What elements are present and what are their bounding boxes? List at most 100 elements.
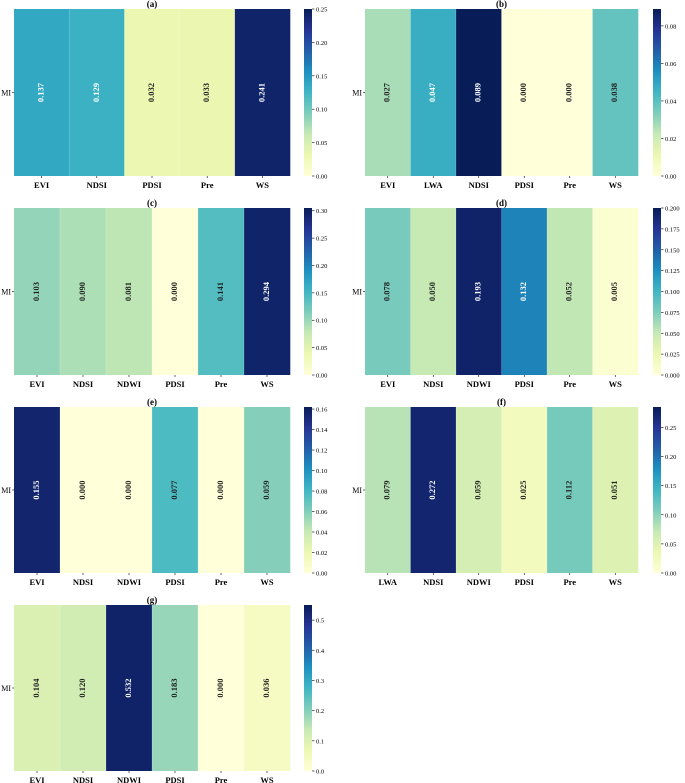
panel-a-x-tick-label: NDSI [87,180,108,190]
panel-d-x-tick-label: WS [609,379,623,389]
panel-a-value-label: 0.241 [256,83,266,102]
panel-d-colorbar-tick-label: 0.125 [665,268,680,275]
panel-g-value-label: 0.036 [261,678,271,697]
panel-a-value-label: 0.137 [36,82,46,102]
panel-c-cell-ndsi [60,208,107,375]
panel-f-x-tick-label: LWA [378,577,397,587]
panel-a-colorbar-tick-label: 0.20 [316,40,327,47]
panel-f-cell-pdsi [501,407,548,573]
panel-a-colorbar-tick-label: 0.05 [316,140,327,147]
panel-d-cell-pdsi [501,208,548,375]
panel-b-value-label: 0.000 [518,83,528,102]
panel-e-cell-ws [244,407,291,573]
panel-a-colorbar-tick-label: 0.25 [316,7,327,14]
panel-f-colorbar-tick-label: 0.05 [665,541,676,548]
panel-d-cell-ndsi [410,208,457,375]
panel-e-colorbar-tick-label: 0.16 [316,407,328,414]
panel-b-value-label: 0.027 [382,82,392,102]
panel-f-colorbar-tick-label: 0.25 [665,425,676,432]
panel-c-colorbar-tick-label: 0.00 [316,373,327,380]
panel-g-value-label: 0.532 [123,678,133,697]
panel-f-row-label: MI [352,486,362,495]
panel-a-colorbar-tick-label: 0.00 [316,174,327,181]
panel-b-x-tick-label: Pre [563,180,576,190]
panel-f-value-label: 0.059 [473,480,483,499]
panel-g-x-tick-label: Pre [215,775,228,783]
panel-a-x-tick-label: Pre [201,180,214,190]
panel-d-colorbar-tick-label: 0.100 [665,289,680,296]
panel-d-value-label: 0.052 [564,282,574,301]
panel-b-cell-lwa [410,9,457,176]
panel-b-title: (b) [496,0,507,9]
panel-c-value-label: 0.000 [169,282,179,301]
panel-g-colorbar-tick-label: 0.4 [316,648,325,655]
panel-b-colorbar-tick-label: 0.02 [665,136,676,143]
panel-c-value-label: 0.103 [31,282,41,301]
panel-f-x-tick-label: WS [609,577,623,587]
panel-e-colorbar-tick-label: 0.04 [316,530,328,537]
panel-b-value-label: 0.047 [427,82,437,102]
panel-b-colorbar-tick-label: 0.06 [665,61,677,68]
panel-d-value-label: 0.078 [382,282,392,301]
panel-g: (g) MI 0.104 EVI 0.120 NDSI 0.532 NDWI 0.183 PDSI… [1,595,325,783]
panel-b-x-tick-label: EVI [380,180,396,190]
panel-g-x-tick-label: WS [260,775,274,783]
panel-d-x-tick-label: EVI [380,379,396,389]
panel-g-cell-pre [198,605,245,771]
panel-d-colorbar-tick-label: 0.150 [665,247,680,254]
panel-g-cell-pdsi [152,605,199,771]
panel-g-colorbar-tick-label: 0.2 [316,708,324,715]
panel-f-cell-ws [592,407,639,573]
panel-c-cell-ws [244,208,291,375]
panel-c-x-tick-label: PDSI [165,379,185,389]
panel-d-cell-evi [365,208,411,375]
panel-g-colorbar-tick-label: 0.3 [316,678,324,685]
panel-e-row-label: MI [1,486,11,495]
panel-d-colorbar-tick-label: 0.175 [665,226,680,233]
panel-c-row-label: MI [1,288,11,297]
panel-c-colorbar-tick-label: 0.20 [316,263,327,270]
panel-b-colorbar-tick-label: 0.00 [665,174,676,181]
panel-c-x-tick-label: EVI [29,379,45,389]
panel-b-value-label: 0.000 [564,83,574,102]
panel-e-title: (e) [147,397,157,407]
panel-f-title: (f) [497,397,506,407]
panel-a-x-tick-label: WS [256,180,270,190]
panel-d-value-label: 0.193 [473,282,483,301]
panel-f-value-label: 0.272 [427,480,437,499]
panel-g-colorbar-tick-label: 0.0 [316,769,324,776]
panel-c-x-tick-label: WS [260,379,274,389]
panel-g-value-label: 0.183 [169,678,179,697]
panel-c-colorbar-tick-label: 0.05 [316,345,327,352]
panel-d-row-label: MI [352,288,362,297]
panel-d: (d) MI 0.078 EVI 0.050 NDSI 0.193 NDWI 0.132 PDSI… [352,198,679,389]
panel-a-cell-pre [179,9,236,176]
panel-d-x-tick-label: NDSI [423,379,444,389]
panel-b-row-label: MI [352,89,362,98]
panel-g-colorbar-tick-label: 0.1 [316,738,324,745]
panel-f-x-tick-label: PDSI [515,577,535,587]
panel-c-cell-ndwi [106,208,153,375]
panel-g-title: (g) [147,595,158,605]
panel-e: (e) MI 0.155 EVI 0.000 NDSI 0.000 NDWI 0.077 PDSI… [1,397,328,587]
panel-e-colorbar-tick-label: 0.10 [316,468,327,475]
panel-e-colorbar-tick-label: 0.00 [316,571,327,578]
panel-a: (a) MI 0.137 EVI 0.129 NDSI 0.032 PDSI 0.033 Pre 0… [1,0,327,190]
panel-b-colorbar-tick-label: 0.08 [665,23,676,30]
panel-a-cell-pdsi [124,9,180,176]
panel-f-colorbar-tick-label: 0.20 [665,454,676,461]
panel-e-value-label: 0.000 [215,480,225,499]
panel-f-value-label: 0.112 [564,481,574,500]
panel-a-x-tick-label: PDSI [142,180,162,190]
panel-b-colorbar [653,9,661,176]
panel-e-x-tick-label: NDWI [117,577,142,587]
panel-f-value-label: 0.079 [382,480,392,499]
panel-b-cell-evi [365,9,411,176]
panel-f-colorbar-tick-label: 0.10 [665,512,676,519]
panel-e-x-tick-label: PDSI [165,577,185,587]
panel-g-cell-ndsi [60,605,107,771]
panel-b-x-tick-label: LWA [424,180,443,190]
panel-d-title: (d) [496,198,507,208]
panel-d-value-label: 0.050 [427,282,437,301]
panel-e-colorbar-tick-label: 0.14 [316,427,328,434]
